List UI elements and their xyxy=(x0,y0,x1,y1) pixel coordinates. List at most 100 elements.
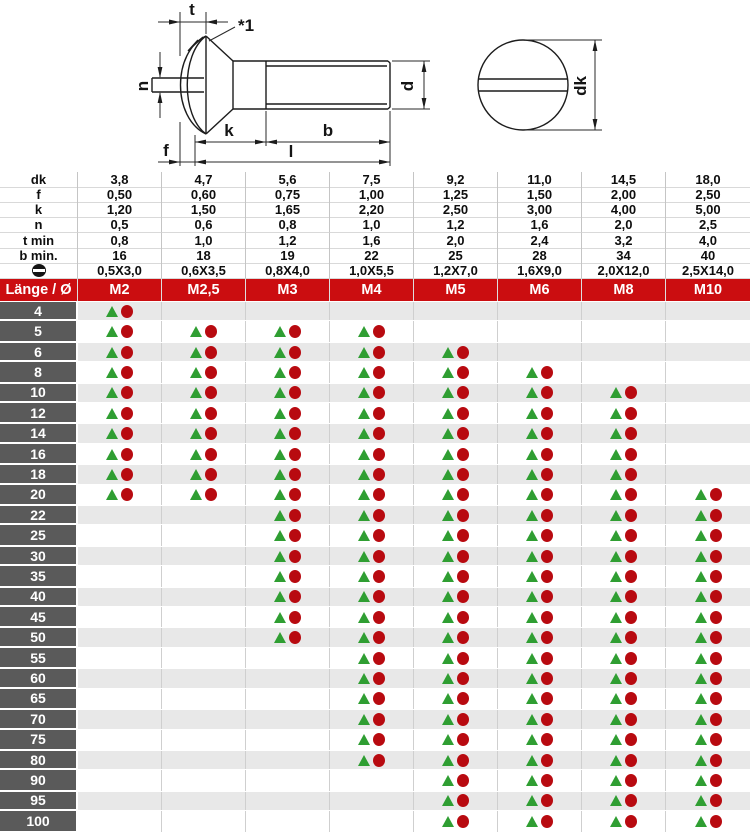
red-dot-icon xyxy=(625,467,637,481)
green-triangle-icon xyxy=(610,509,622,521)
availability-cell xyxy=(414,710,498,729)
availability-cell xyxy=(666,607,750,627)
green-triangle-icon xyxy=(610,489,622,501)
availability-cell xyxy=(666,525,750,545)
red-dot-icon xyxy=(709,569,722,583)
green-triangle-icon xyxy=(358,713,370,725)
availability-cell xyxy=(78,403,162,424)
green-triangle-icon xyxy=(442,428,454,440)
red-dot-icon xyxy=(289,365,301,379)
red-dot-icon xyxy=(625,447,637,461)
green-triangle-icon xyxy=(274,570,286,582)
green-triangle-icon xyxy=(190,346,202,358)
availability-cell xyxy=(666,669,750,687)
availability-cell xyxy=(414,342,498,362)
availability-cell xyxy=(666,485,750,505)
length-cell: 35 xyxy=(0,566,78,587)
availability-cell xyxy=(414,546,498,566)
red-dot-icon xyxy=(205,365,217,379)
availability-cell xyxy=(162,566,246,587)
availability-cell xyxy=(666,648,750,668)
red-dot-icon xyxy=(625,712,637,726)
dimension-value: 0,8X4,0 xyxy=(246,262,330,279)
availability-cell xyxy=(498,321,582,342)
table-row: 6 xyxy=(0,341,750,363)
red-dot-icon xyxy=(121,325,133,339)
green-triangle-icon xyxy=(442,734,454,746)
green-triangle-icon xyxy=(526,815,538,827)
table-row: 5 xyxy=(0,321,750,342)
availability-cell xyxy=(498,362,582,383)
green-triangle-icon xyxy=(274,387,286,399)
availability-cell xyxy=(246,424,330,443)
availability-cell xyxy=(498,587,582,607)
availability-cell xyxy=(582,587,666,607)
red-dot-icon xyxy=(457,631,469,645)
red-dot-icon xyxy=(625,774,637,788)
screw-drawing-svg: t *1 n k b f l d dk xyxy=(133,0,602,166)
size-header-cell: M2 xyxy=(78,278,162,301)
green-triangle-icon xyxy=(274,530,286,542)
availability-cell xyxy=(582,465,666,484)
dimension-value: 1,2X7,0 xyxy=(414,262,498,279)
length-cell: 5 xyxy=(0,321,78,342)
availability-cell xyxy=(330,647,414,669)
green-triangle-icon xyxy=(526,407,538,419)
red-dot-icon xyxy=(373,467,385,481)
green-triangle-icon xyxy=(190,489,202,501)
red-dot-icon xyxy=(373,508,385,522)
dimension-label: k xyxy=(0,202,78,219)
availability-cell xyxy=(78,770,162,791)
availability-cell xyxy=(666,302,750,320)
table-row: 65 xyxy=(0,688,750,710)
green-triangle-icon xyxy=(610,734,622,746)
green-triangle-icon xyxy=(274,489,286,501)
availability-cell xyxy=(414,669,498,688)
dimension-row: 0,5X3,0 0,6X3,5 0,8X4,0 1,0X5,5 1,2X7,0 1,6X9… xyxy=(0,262,750,279)
green-triangle-icon xyxy=(274,591,286,603)
green-triangle-icon xyxy=(274,448,286,460)
dimension-value: 22 xyxy=(330,247,414,264)
green-triangle-icon xyxy=(358,448,370,460)
availability-cell xyxy=(330,403,414,424)
red-dot-icon xyxy=(625,733,637,747)
green-triangle-icon xyxy=(610,795,622,807)
red-dot-icon xyxy=(205,427,217,441)
availability-cell xyxy=(414,465,498,484)
availability-cell xyxy=(162,587,246,607)
green-triangle-icon xyxy=(274,326,286,338)
red-dot-icon xyxy=(121,427,133,441)
red-dot-icon xyxy=(625,651,637,665)
dimension-row: b min. 16 18 19 22 25 28 34 40 xyxy=(0,247,750,264)
availability-cell xyxy=(330,383,414,403)
availability-cell xyxy=(414,362,498,383)
availability-cell xyxy=(666,506,750,524)
availability-cell xyxy=(666,343,750,361)
red-dot-icon xyxy=(709,712,722,726)
availability-cell xyxy=(162,403,246,424)
availability-cell xyxy=(414,628,498,647)
red-dot-icon xyxy=(541,651,553,665)
availability-cell xyxy=(246,628,330,647)
availability-cell xyxy=(414,383,498,403)
red-dot-icon xyxy=(541,712,553,726)
green-triangle-icon xyxy=(526,693,538,705)
red-dot-icon xyxy=(709,651,722,665)
green-triangle-icon xyxy=(694,489,707,501)
red-dot-icon xyxy=(625,692,637,706)
red-dot-icon xyxy=(373,692,385,706)
availability-cell xyxy=(330,301,414,321)
availability-cell xyxy=(582,484,666,506)
availability-cell xyxy=(330,811,414,832)
availability-cell xyxy=(414,688,498,710)
green-triangle-icon xyxy=(694,570,707,582)
red-dot-icon xyxy=(709,692,722,706)
length-cell: 40 xyxy=(0,587,78,607)
red-dot-icon xyxy=(541,733,553,747)
green-triangle-icon xyxy=(610,407,622,419)
dimension-value: 0,50 xyxy=(78,187,162,204)
dim-label-t: t xyxy=(189,0,195,19)
availability-cell xyxy=(162,484,246,506)
availability-cell xyxy=(330,750,414,770)
green-triangle-icon xyxy=(694,509,707,521)
